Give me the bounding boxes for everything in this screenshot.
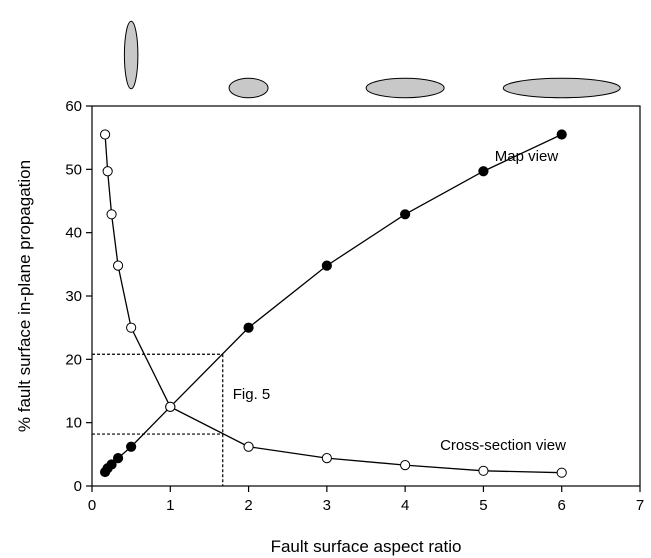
cross-section-view-point (112, 260, 124, 271)
aspect-ellipse (365, 77, 445, 99)
cross-section-view-point (102, 166, 113, 177)
map-view-label: Map view (495, 148, 559, 165)
x-tick-label: 2 (244, 497, 252, 514)
cross-section-view-label: Cross-section view (440, 437, 566, 454)
axis-ticks: 0 1 2 3 4 5 6 7 0 10 20 30 40 50 60 (65, 98, 644, 514)
aspect-ellipse (502, 77, 621, 99)
map-view-point (243, 322, 254, 333)
map-view-point (321, 260, 332, 271)
cross-section-view-point (126, 322, 137, 333)
series-points (99, 129, 567, 478)
x-tick-label: 0 (88, 497, 96, 514)
cross-section-view-point (243, 441, 254, 452)
aspect-ellipse (123, 20, 139, 90)
y-axis-label: % fault surface in-plane propagation (15, 160, 34, 432)
aspect-ratio-ellipses (123, 20, 621, 99)
series-line-1 (104, 134, 562, 474)
x-tick-label: 4 (401, 497, 409, 514)
cross-section-view-point (478, 465, 489, 476)
series-line-0 (104, 133, 562, 473)
series-lines (104, 133, 562, 474)
y-tick-label: 30 (65, 288, 82, 305)
cross-section-view-point (400, 460, 411, 471)
y-tick-label: 0 (74, 478, 82, 495)
cross-section-view-point (165, 401, 176, 412)
cross-section-view-point (321, 453, 332, 464)
y-tick-label: 20 (65, 351, 82, 368)
map-view-point (112, 453, 124, 464)
x-tick-label: 7 (636, 497, 644, 514)
cross-section-view-point (106, 209, 117, 220)
x-tick-label: 5 (479, 497, 487, 514)
cross-section-view-point (556, 467, 567, 478)
aspect-ellipse (228, 77, 269, 99)
cross-section-view-point (99, 129, 111, 140)
map-view-point (126, 441, 137, 452)
x-axis-label: Fault surface aspect ratio (271, 537, 462, 556)
fig5-annotation: Fig. 5 (233, 386, 271, 403)
x-tick-label: 6 (558, 497, 566, 514)
map-view-point (106, 459, 117, 470)
x-tick-label: 1 (166, 497, 174, 514)
map-view-point (478, 166, 489, 177)
y-tick-label: 10 (65, 415, 82, 432)
y-tick-label: 50 (65, 161, 82, 178)
y-tick-label: 60 (65, 98, 82, 115)
map-view-point (556, 129, 567, 140)
reference-lines (92, 353, 224, 486)
map-view-point (400, 209, 411, 220)
y-tick-label: 40 (65, 225, 82, 242)
x-tick-label: 3 (323, 497, 331, 514)
